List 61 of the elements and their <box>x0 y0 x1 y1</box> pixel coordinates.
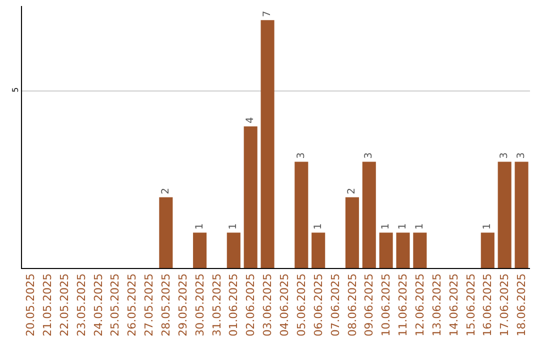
x-tick-label: 21.05.2025 <box>40 273 54 336</box>
bar <box>193 232 207 268</box>
bar <box>312 232 326 268</box>
bar <box>396 232 410 268</box>
x-tick-label: 29.05.2025 <box>176 273 190 336</box>
data-label: 1 <box>482 223 494 230</box>
x-tick-label: 03.06.2025 <box>261 273 274 336</box>
x-tick-label: 12.06.2025 <box>414 273 427 336</box>
bar <box>159 197 173 268</box>
x-tick-label: 09.06.2025 <box>362 273 376 336</box>
x-tick-label: 15.06.2025 <box>464 273 478 336</box>
x-tick-label: 22.05.2025 <box>58 273 71 336</box>
x-tick-label: 05.06.2025 <box>294 273 308 336</box>
bar <box>379 232 393 268</box>
data-label: 4 <box>245 117 256 124</box>
x-tick-label: 31.05.2025 <box>210 273 224 336</box>
data-label: 3 <box>296 152 307 159</box>
x-tick-label: 06.06.2025 <box>312 273 325 336</box>
x-tick-label: 04.06.2025 <box>278 273 292 336</box>
data-label: 1 <box>228 223 240 230</box>
data-label: 7 <box>262 10 274 18</box>
x-tick-label: 17.06.2025 <box>498 273 512 336</box>
bar <box>413 232 427 268</box>
y-tick-label: 5 <box>10 87 20 92</box>
x-tick-label: 16.06.2025 <box>481 273 494 336</box>
x-tick-label: 13.06.2025 <box>430 273 444 336</box>
bar <box>514 162 528 268</box>
x-tick-label: 07.06.2025 <box>328 273 342 336</box>
data-label: 3 <box>364 152 375 159</box>
bar <box>498 162 512 268</box>
x-tick-label: 11.06.2025 <box>396 273 410 336</box>
x-tick-label: 08.06.2025 <box>346 273 359 336</box>
data-label: 1 <box>414 223 426 230</box>
data-label: 1 <box>380 223 392 230</box>
data-label: 1 <box>194 223 206 230</box>
data-label: 1 <box>312 223 324 230</box>
data-label: 3 <box>516 152 528 159</box>
bar <box>294 162 308 268</box>
x-tick-label: 30.05.2025 <box>193 273 206 336</box>
data-label: 3 <box>499 152 510 159</box>
bar <box>362 162 376 268</box>
data-label: 2 <box>346 188 358 194</box>
x-tick-label: 10.06.2025 <box>380 273 393 336</box>
bar <box>480 232 494 268</box>
x-tick-label: 02.06.2025 <box>244 273 258 336</box>
x-tick-label: 01.06.2025 <box>227 273 240 336</box>
bar <box>260 20 274 268</box>
bar <box>244 126 258 268</box>
x-tick-label: 20.05.2025 <box>24 273 38 336</box>
x-tick-label: 24.05.2025 <box>92 273 105 336</box>
x-tick-label: 18.06.2025 <box>515 273 528 336</box>
x-tick-label: 25.05.2025 <box>108 273 122 336</box>
x-tick-label: 26.05.2025 <box>126 273 139 336</box>
data-label: 2 <box>160 188 172 194</box>
data-label: 1 <box>398 223 408 230</box>
x-tick-label: 27.05.2025 <box>142 273 156 336</box>
bar <box>345 197 359 268</box>
x-tick-label: 23.05.2025 <box>74 273 88 336</box>
x-tick-label: 14.06.2025 <box>447 273 460 336</box>
x-tick-label: 28.05.2025 <box>160 273 173 336</box>
bar <box>226 232 240 268</box>
